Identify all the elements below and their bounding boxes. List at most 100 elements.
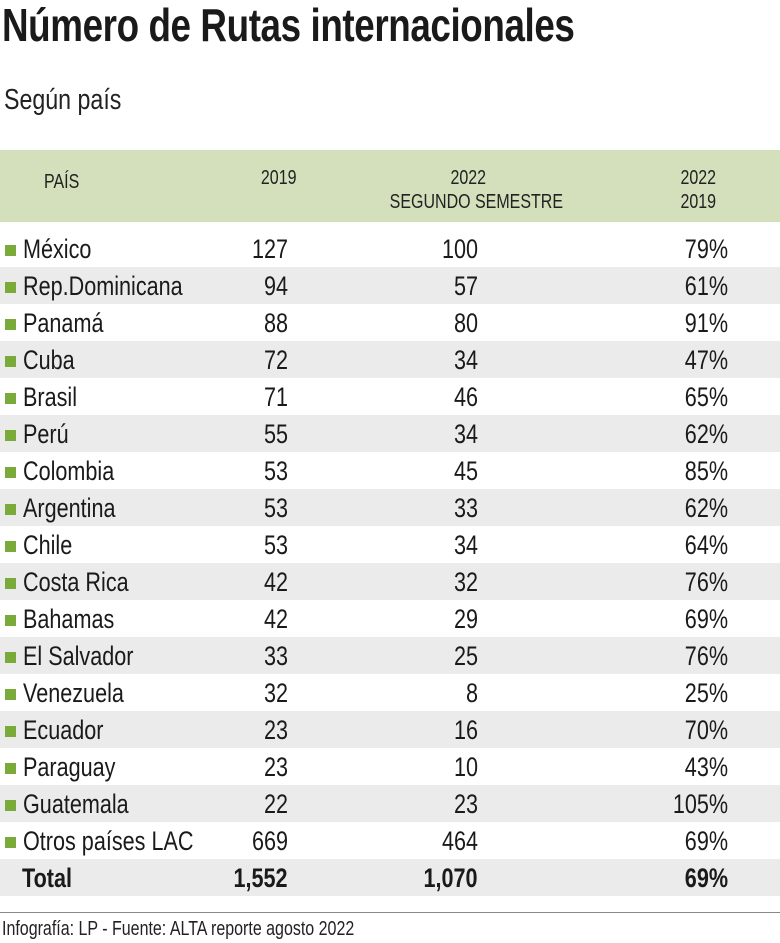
table-row: Panamá 88 80 91% [0,304,780,341]
square-bullet-icon [5,689,16,700]
table-row: Colombia 53 45 85% [0,452,780,489]
source-credit: Infografía: LP - Fuente: ALTA reporte ag… [2,918,355,940]
value-2019-cell: 53 [263,493,288,523]
ratio-cell: 85% [684,456,728,486]
value-2019-cell: 72 [263,345,288,375]
table-row: Ecuador 23 16 70% [0,711,780,748]
ratio-cell: 69% [684,604,728,634]
value-2022-cell: 25 [453,641,478,671]
value-2022-cell: 34 [453,419,478,449]
ratio-cell: 62% [684,419,728,449]
table-row: Otros países LAC 669 464 69% [0,822,780,859]
ratio-cell: 69% [684,826,728,856]
value-2022-cell: 1,070 [423,863,478,893]
table-row: México 127 100 79% [0,230,780,267]
table-row: Argentina 53 33 62% [0,489,780,526]
square-bullet-icon [5,652,16,663]
square-bullet-icon [5,763,16,774]
country-cell: Ecuador [23,715,104,745]
value-2022-cell: 34 [453,345,478,375]
country-cell: Venezuela [23,678,124,708]
square-bullet-icon [5,467,16,478]
ratio-cell: 105% [672,789,728,819]
ratio-cell: 65% [684,382,728,412]
ratio-cell: 70% [684,715,728,745]
table-row: Rep.Dominicana 94 57 61% [0,267,780,304]
value-2019-cell: 55 [263,419,288,449]
value-2019-cell: 94 [263,271,288,301]
ratio-cell: 62% [684,493,728,523]
ratio-cell: 76% [684,567,728,597]
value-2022-cell: 10 [453,752,478,782]
value-2019-cell: 32 [263,678,288,708]
table-row: Bahamas 42 29 69% [0,600,780,637]
value-2019-cell: 23 [263,715,288,745]
country-cell: Bahamas [23,604,115,634]
header-pais: PAÍS [44,171,80,193]
table-row: Brasil 71 46 65% [0,378,780,415]
country-cell: Chile [23,530,73,560]
table-row: El Salvador 33 25 76% [0,637,780,674]
square-bullet-icon [5,800,16,811]
country-cell: Panamá [23,308,104,338]
divider [0,912,780,913]
value-2019-cell: 53 [263,456,288,486]
ratio-cell: 76% [684,641,728,671]
value-2019-cell: 71 [263,382,288,412]
ratio-cell: 43% [684,752,728,782]
ratio-cell: 64% [684,530,728,560]
country-cell: Guatemala [23,789,129,819]
square-bullet-icon [5,430,16,441]
value-2022-cell: 45 [453,456,478,486]
table-header: PAÍS 2019 2022 SEGUNDO SEMESTRE 2022 201… [0,150,780,222]
country-cell: Colombia [23,456,115,486]
country-cell: Costa Rica [23,567,129,597]
country-cell: Paraguay [23,752,116,782]
value-2022-cell: 16 [453,715,478,745]
country-cell: El Salvador [23,641,134,671]
country-cell: Total [22,863,72,893]
ratio-cell: 47% [684,345,728,375]
value-2019-cell: 22 [263,789,288,819]
ratio-cell: 79% [684,234,728,264]
value-2022-cell: 100 [441,234,478,264]
square-bullet-icon [5,319,16,330]
header-2019: 2019 [260,167,296,189]
square-bullet-icon [5,615,16,626]
ratio-cell: 25% [684,678,728,708]
square-bullet-icon [5,393,16,404]
square-bullet-icon [5,726,16,737]
table-row: Venezuela 32 8 25% [0,674,780,711]
country-cell: Argentina [23,493,116,523]
country-cell: Brasil [23,382,78,412]
value-2019-cell: 23 [263,752,288,782]
value-2019-cell: 53 [263,530,288,560]
table-row: Costa Rica 42 32 76% [0,563,780,600]
value-2019-cell: 1,552 [233,863,288,893]
chart-subtitle: Según país [4,84,122,116]
table-row: Chile 53 34 64% [0,526,780,563]
ratio-cell: 61% [684,271,728,301]
country-cell: Rep.Dominicana [23,271,183,301]
value-2019-cell: 88 [263,308,288,338]
value-2022-cell: 34 [453,530,478,560]
ratio-cell: 91% [684,308,728,338]
country-cell: Otros países LAC [23,826,194,856]
square-bullet-icon [5,282,16,293]
table-row: Paraguay 23 10 43% [0,748,780,785]
header-2022: 2022 SEGUNDO SEMESTRE [389,167,564,213]
value-2019-cell: 33 [263,641,288,671]
square-bullet-icon [5,245,16,256]
value-2019-cell: 42 [263,567,288,597]
square-bullet-icon [5,541,16,552]
square-bullet-icon [5,578,16,589]
table-row: Perú 55 34 62% [0,415,780,452]
country-cell: Perú [23,419,69,449]
ratio-cell: 69% [684,863,728,893]
value-2022-cell: 57 [453,271,478,301]
square-bullet-icon [5,356,16,367]
value-2022-cell: 464 [441,826,478,856]
value-2022-cell: 46 [453,382,478,412]
value-2022-cell: 33 [453,493,478,523]
square-bullet-icon [5,504,16,515]
